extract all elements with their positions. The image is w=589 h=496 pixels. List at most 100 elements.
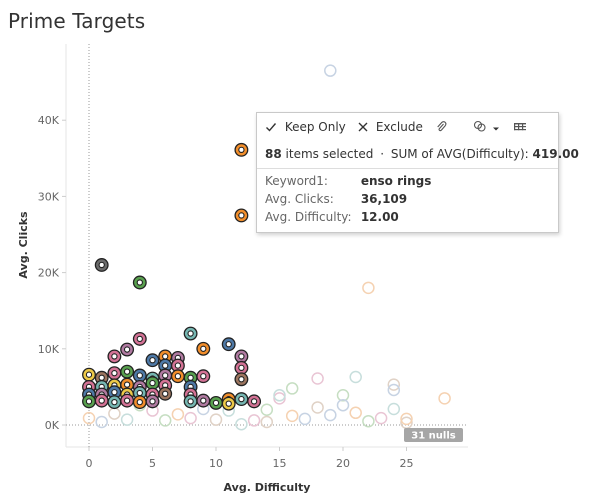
data-point-selected[interactable] [158,386,173,401]
data-point-unselected[interactable] [349,370,362,384]
data-point-selected[interactable] [183,394,198,409]
field-value: 36,109 [360,192,408,206]
exclude-button[interactable]: Exclude [357,119,423,135]
data-point-selected[interactable] [132,368,147,383]
data-point-unselected[interactable] [311,372,324,385]
data-point-selected[interactable] [107,395,122,410]
data-point-unselected[interactable] [95,415,108,429]
data-point-selected[interactable] [145,353,160,368]
tooltip-field-clicks: Avg. Clicks: 36,109 [265,191,407,207]
selected-points-layer [82,142,262,411]
data-point-selected[interactable] [221,396,236,411]
data-point-unselected[interactable] [184,411,197,425]
paperclip-button[interactable] [435,119,447,135]
data-point-unselected[interactable] [387,402,401,416]
data-point-selected[interactable] [234,392,249,407]
data-point-selected[interactable] [120,342,135,357]
data-point-unselected[interactable] [273,392,286,405]
y-tick-label: 0K [45,419,60,432]
x-axis-title: Avg. Difficulty [224,481,311,494]
x-tick-label: 0 [86,457,93,470]
nulls-badge-label[interactable]: 31 nulls [411,431,455,442]
view-data-button[interactable] [513,119,527,135]
data-point-selected[interactable] [107,349,122,364]
check-icon [266,123,277,132]
data-point-unselected[interactable] [120,413,134,426]
data-point-unselected[interactable] [260,403,274,417]
y-tick-label: 10K [38,343,60,356]
data-point-unselected[interactable] [374,411,388,425]
data-point-selected[interactable] [170,369,185,384]
close-icon [358,122,368,132]
data-point-unselected[interactable] [324,408,337,422]
data-point-selected[interactable] [120,364,135,379]
data-point-selected[interactable] [120,393,135,408]
data-point-unselected[interactable] [438,392,451,405]
tooltip-divider [257,168,558,169]
data-point-unselected[interactable] [362,414,375,428]
group-members-button[interactable] [473,119,500,135]
data-point-unselected[interactable] [158,414,172,427]
data-point-unselected[interactable] [311,401,324,414]
data-point-selected[interactable] [94,393,109,408]
summary-separator: · [380,147,385,161]
data-point-selected[interactable] [82,367,96,382]
keep-only-button[interactable]: Keep Only [265,119,346,135]
data-point-unselected[interactable] [209,413,223,426]
data-point-selected[interactable] [196,393,211,408]
data-point-unselected[interactable] [108,407,121,420]
data-point-selected[interactable] [234,360,249,375]
x-tick-label: 5 [149,457,156,470]
data-point-unselected[interactable] [285,409,299,423]
data-point-unselected[interactable] [82,411,96,425]
data-point-unselected[interactable] [247,414,261,427]
data-point-selected[interactable] [145,376,160,391]
data-point-selected[interactable] [158,368,173,383]
group-icon [473,120,486,132]
data-point-selected[interactable] [234,208,249,223]
chevron-down-icon[interactable] [492,125,500,133]
data-point-selected[interactable] [209,395,223,410]
data-point-unselected[interactable] [285,382,299,395]
data-point-unselected[interactable] [235,417,248,431]
tooltip: Keep Only Exclude [256,112,579,233]
data-point-selected[interactable] [234,372,249,387]
data-point-selected[interactable] [132,275,147,290]
data-point-unselected[interactable] [260,415,274,429]
data-point-selected[interactable] [234,349,249,364]
data-point-unselected[interactable] [336,389,350,402]
data-point-unselected[interactable] [387,383,401,397]
data-point-selected[interactable] [107,366,122,381]
nulls-badge-bg[interactable] [404,428,463,442]
data-point-selected[interactable] [196,341,211,356]
data-point-unselected[interactable] [324,64,337,77]
data-point-unselected[interactable] [362,281,375,295]
x-tick-label: 25 [400,457,414,470]
data-point-selected[interactable] [94,258,109,272]
field-label: Avg. Difficulty: [265,210,352,224]
axes-layer: 0K 10K 20K 30K 40K 0 5 10 15 20 25 Avg. Difficulty A… [17,44,468,494]
data-point-selected[interactable] [82,394,96,409]
data-point-selected[interactable] [234,142,249,157]
data-point-selected[interactable] [196,369,211,384]
data-point-selected[interactable] [221,337,236,352]
data-point-unselected[interactable] [336,398,350,412]
data-point-selected[interactable] [145,394,160,409]
data-point-unselected[interactable] [349,406,362,420]
data-point-selected[interactable] [132,395,147,410]
data-point-unselected[interactable] [400,412,413,426]
sum-label: SUM of AVG(Difficulty): [390,147,529,161]
data-point-selected[interactable] [132,331,147,346]
field-label: Keyword1: [265,174,328,188]
data-point-unselected[interactable] [387,378,401,391]
y-tick-label: 40K [38,114,60,127]
data-point-unselected[interactable] [273,389,286,402]
data-point-selected[interactable] [247,394,262,409]
keep-only-label: Keep Only [284,120,346,134]
nulls-indicator[interactable]: 31 nulls [404,428,463,442]
data-point-selected[interactable] [183,326,198,341]
data-point-unselected[interactable] [298,412,312,426]
paperclip-icon [437,121,447,132]
data-point-unselected[interactable] [171,408,185,421]
